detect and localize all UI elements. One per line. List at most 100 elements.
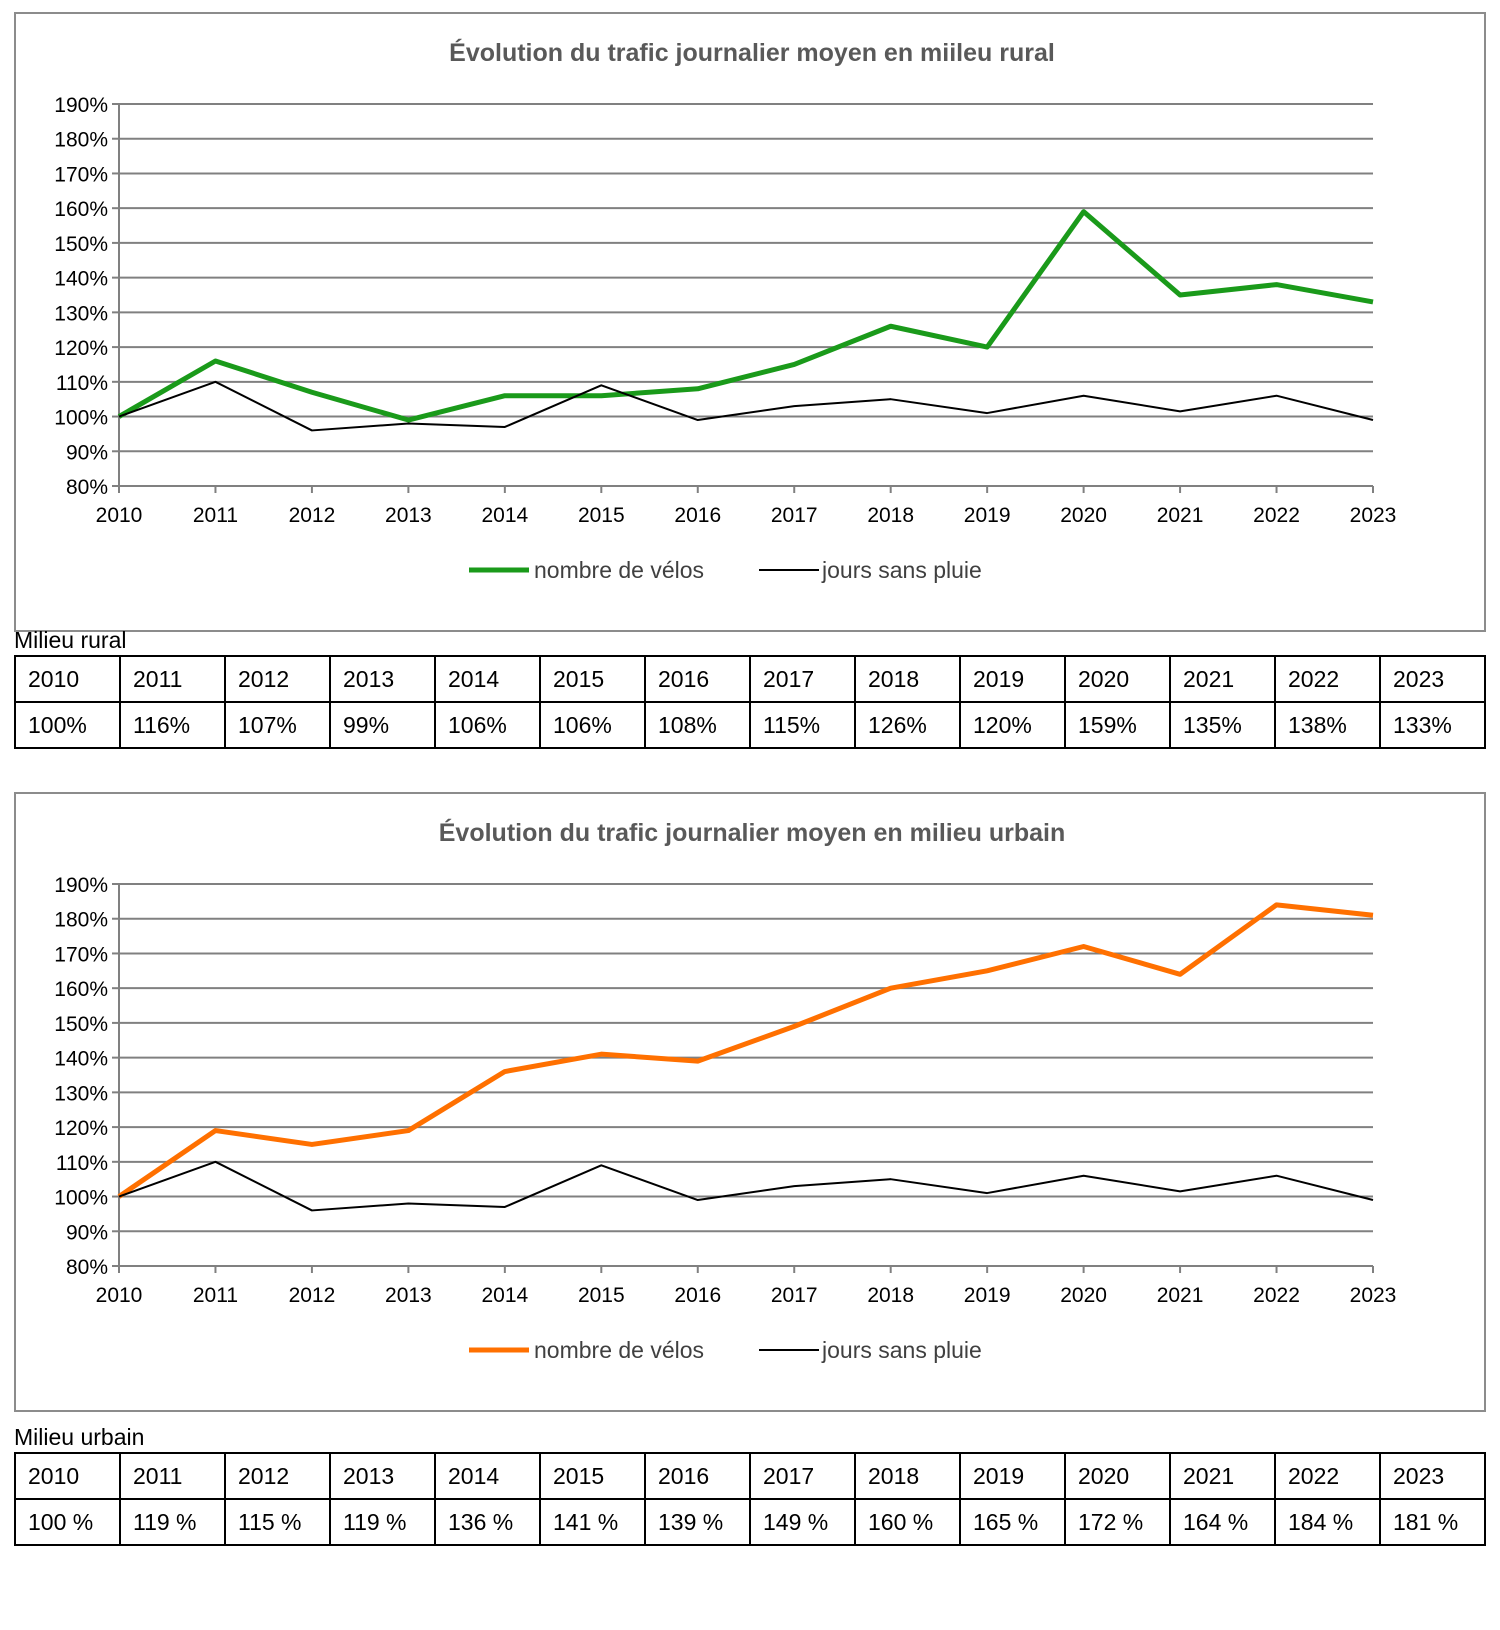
table-cell-value: 99%	[329, 701, 436, 749]
y-tick-label: 110%	[56, 1152, 108, 1175]
table-caption-rural: Milieu rural	[14, 627, 127, 653]
legend-label-nombre-de-velos: nombre de vélos	[534, 1337, 704, 1363]
x-tick-label: 2020	[1060, 1284, 1107, 1307]
x-tick-label: 2017	[771, 1284, 818, 1307]
legend-label-nombre-de-velos: nombre de vélos	[534, 557, 704, 583]
chart-title: Évolution du trafic journalier moyen en …	[439, 818, 1065, 847]
x-tick-label: 2013	[385, 504, 432, 527]
y-tick-label: 90%	[66, 1221, 108, 1244]
legend-label-jours-sans-pluie: jours sans pluie	[821, 1337, 982, 1363]
table-cell-year: 2019	[959, 1452, 1066, 1500]
x-tick-label: 2015	[578, 1284, 625, 1307]
chart-title: Évolution du trafic journalier moyen en …	[449, 38, 1055, 67]
table-cell-value: 116%	[119, 701, 226, 749]
y-tick-label: 180%	[54, 129, 108, 152]
x-tick-label: 2020	[1060, 504, 1107, 527]
y-tick-label: 130%	[54, 302, 108, 325]
table-cell-year: 2014	[434, 655, 541, 703]
table-cell-year: 2011	[119, 655, 226, 703]
y-tick-label: 130%	[54, 1082, 108, 1105]
chart-urbain: Évolution du trafic journalier moyen en …	[54, 818, 1397, 1363]
y-tick-label: 100%	[54, 1187, 108, 1210]
table-cell-value: 106%	[434, 701, 541, 749]
table-cell-value: 135%	[1169, 701, 1276, 749]
table-cell-value: 159%	[1064, 701, 1171, 749]
y-tick-label: 150%	[54, 1013, 108, 1036]
table-cell-value: 100 %	[14, 1498, 121, 1546]
y-tick-label: 80%	[66, 476, 108, 499]
table-cell-year: 2023	[1379, 1452, 1486, 1500]
table-cell-year: 2015	[539, 1452, 646, 1500]
x-tick-label: 2012	[289, 1284, 336, 1307]
y-tick-label: 190%	[54, 94, 108, 117]
table-cell-value: 119 %	[329, 1498, 436, 1546]
table-cell-year: 2012	[224, 655, 331, 703]
table-row-years: 2010 2011 2012 2013 2014 2015 2016 2017 2018 2019…	[14, 1452, 1486, 1500]
series-line-nombre-de-velos	[117, 209, 1374, 423]
table-cell-value: 133%	[1379, 701, 1486, 749]
x-tick-label: 2014	[481, 504, 528, 527]
x-tick-label: 2016	[674, 1284, 721, 1307]
table-cell-year: 2015	[539, 655, 646, 703]
table-cell-year: 2013	[329, 655, 436, 703]
x-tick-label: 2023	[1350, 504, 1397, 527]
table-cell-value: 107%	[224, 701, 331, 749]
table-cell-year: 2016	[644, 655, 751, 703]
table-caption-urbain: Milieu urbain	[14, 1424, 145, 1450]
table-cell-year: 2012	[224, 1452, 331, 1500]
table-row-years: 2010 2011 2012 2013 2014 2015 2016 2017 2018 2019…	[14, 655, 1486, 703]
x-tick-label: 2016	[674, 504, 721, 527]
x-tick-label: 2021	[1157, 504, 1204, 527]
x-tick-label: 2015	[578, 504, 625, 527]
table-cell-value: 141 %	[539, 1498, 646, 1546]
x-tick-label: 2021	[1157, 1284, 1204, 1307]
table-cell-value: 100%	[14, 701, 121, 749]
table-cell-year: 2019	[959, 655, 1066, 703]
table-cell-year: 2011	[119, 1452, 226, 1500]
table-cell-year: 2016	[644, 1452, 751, 1500]
y-tick-label: 190%	[54, 874, 108, 897]
table-cell-value: 165 %	[959, 1498, 1066, 1546]
x-tick-label: 2010	[96, 1284, 143, 1307]
table-cell-value: 164 %	[1169, 1498, 1276, 1546]
x-tick-label: 2017	[771, 504, 818, 527]
table-row-values: 100% 116% 107% 99% 106% 106% 108% 115% 126% 120% 1…	[14, 701, 1486, 749]
table-cell-value: 136 %	[434, 1498, 541, 1546]
y-tick-label: 140%	[54, 268, 108, 291]
table-cell-year: 2022	[1274, 1452, 1381, 1500]
table-cell-year: 2022	[1274, 655, 1381, 703]
y-tick-label: 90%	[66, 441, 108, 464]
table-cell-value: 126%	[854, 701, 961, 749]
series-line-jours-sans-pluie	[118, 1160, 1374, 1212]
x-tick-label: 2014	[481, 1284, 528, 1307]
x-tick-label: 2018	[867, 1284, 914, 1307]
table-cell-value: 108%	[644, 701, 751, 749]
table-cell-year: 2021	[1169, 655, 1276, 703]
y-tick-label: 170%	[54, 163, 108, 186]
x-tick-label: 2011	[193, 1284, 238, 1307]
table-cell-year: 2020	[1064, 1452, 1171, 1500]
table-cell-year: 2010	[14, 1452, 121, 1500]
table-cell-year: 2017	[749, 655, 856, 703]
table-cell-value: 184 %	[1274, 1498, 1381, 1546]
x-tick-label: 2010	[96, 504, 143, 527]
x-tick-label: 2018	[867, 504, 914, 527]
table-cell-value: 120%	[959, 701, 1066, 749]
table-cell-year: 2018	[854, 1452, 961, 1500]
table-cell-value: 106%	[539, 701, 646, 749]
chart-rural: Évolution du trafic journalier moyen en …	[54, 38, 1397, 583]
table-cell-year: 2023	[1379, 655, 1486, 703]
x-tick-label: 2011	[193, 504, 238, 527]
table-cell-value: 160 %	[854, 1498, 961, 1546]
y-tick-label: 140%	[54, 1048, 108, 1071]
chart-panel-urbain: Évolution du trafic journalier moyen en …	[14, 792, 1486, 1412]
table-cell-value: 172 %	[1064, 1498, 1171, 1546]
x-tick-label: 2019	[964, 504, 1011, 527]
x-tick-label: 2019	[964, 1284, 1011, 1307]
data-table-urbain: 2010 2011 2012 2013 2014 2015 2016 2017 2018 2019…	[14, 1452, 1486, 1546]
x-tick-label: 2022	[1253, 504, 1300, 527]
table-row-values: 100 % 119 % 115 % 119 % 136 % 141 % 139 % 149 %…	[14, 1498, 1486, 1546]
x-tick-label: 2023	[1350, 1284, 1397, 1307]
x-tick-label: 2022	[1253, 1284, 1300, 1307]
table-cell-value: 115 %	[224, 1498, 331, 1546]
